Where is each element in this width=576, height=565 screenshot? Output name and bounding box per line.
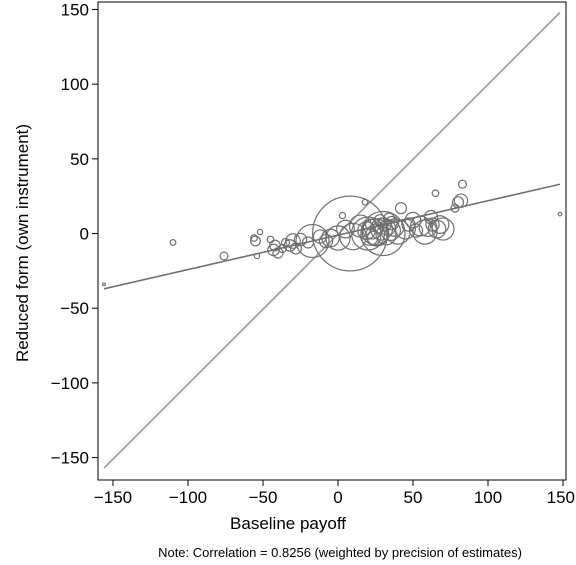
data-point <box>350 216 386 251</box>
data-point <box>250 234 258 242</box>
x-axis: −150 −100 −50 0 50 100 150 <box>94 480 575 507</box>
data-point <box>256 228 264 236</box>
data-point <box>379 219 396 236</box>
data-point <box>321 228 340 248</box>
data-point <box>431 189 440 198</box>
data-points <box>102 179 563 287</box>
data-point <box>451 196 465 209</box>
data-point <box>372 221 385 234</box>
y-tick-label: 0 <box>80 225 89 244</box>
fitted-line <box>103 183 561 290</box>
x-tick-label: −50 <box>249 488 278 507</box>
data-point <box>219 251 229 261</box>
x-axis-title: Baseline payoff <box>230 514 346 533</box>
data-point <box>318 233 334 249</box>
y-tick-label: −100 <box>51 374 89 393</box>
data-point <box>102 282 106 287</box>
data-point <box>373 213 387 227</box>
y-tick-label: −150 <box>51 449 89 468</box>
data-point <box>169 239 177 246</box>
data-point <box>457 179 468 189</box>
y-tick-label: 150 <box>61 0 89 19</box>
x-tick-label: 150 <box>547 488 575 507</box>
data-point <box>404 211 422 229</box>
data-point <box>430 215 450 234</box>
data-point <box>382 212 396 225</box>
y-axis-title: Reduced form (own instrument) <box>13 124 32 362</box>
data-point <box>266 235 275 244</box>
data-point <box>425 217 440 232</box>
data-point <box>295 223 330 259</box>
x-tick-label: −150 <box>94 488 132 507</box>
data-point <box>450 203 460 213</box>
y-axis: −150 −100 −50 0 50 100 150 <box>51 0 98 468</box>
chart-note: Note: Correlation = 0.8256 (weighted by … <box>158 545 522 560</box>
x-tick-label: 100 <box>474 488 502 507</box>
data-point <box>250 235 261 247</box>
data-point <box>453 193 469 208</box>
data-point <box>423 209 439 225</box>
data-point <box>418 218 438 237</box>
data-point <box>408 223 424 238</box>
data-point <box>280 237 291 248</box>
y-tick-label: 50 <box>70 150 89 169</box>
plot-area <box>97 1 567 481</box>
data-point <box>289 242 303 255</box>
data-point <box>394 202 408 215</box>
x-tick-label: 50 <box>404 488 423 507</box>
y-tick-label: 100 <box>61 75 89 94</box>
y-tick-label: −50 <box>60 299 89 318</box>
x-tick-label: −100 <box>169 488 207 507</box>
data-point <box>336 219 355 239</box>
data-point <box>360 227 379 246</box>
plot-frame <box>97 1 567 481</box>
data-point <box>557 211 563 217</box>
data-point <box>361 198 369 206</box>
data-point <box>253 252 261 260</box>
data-point <box>301 236 315 249</box>
data-point <box>283 239 297 252</box>
data-point <box>338 211 347 220</box>
x-tick-label: 0 <box>333 488 342 507</box>
